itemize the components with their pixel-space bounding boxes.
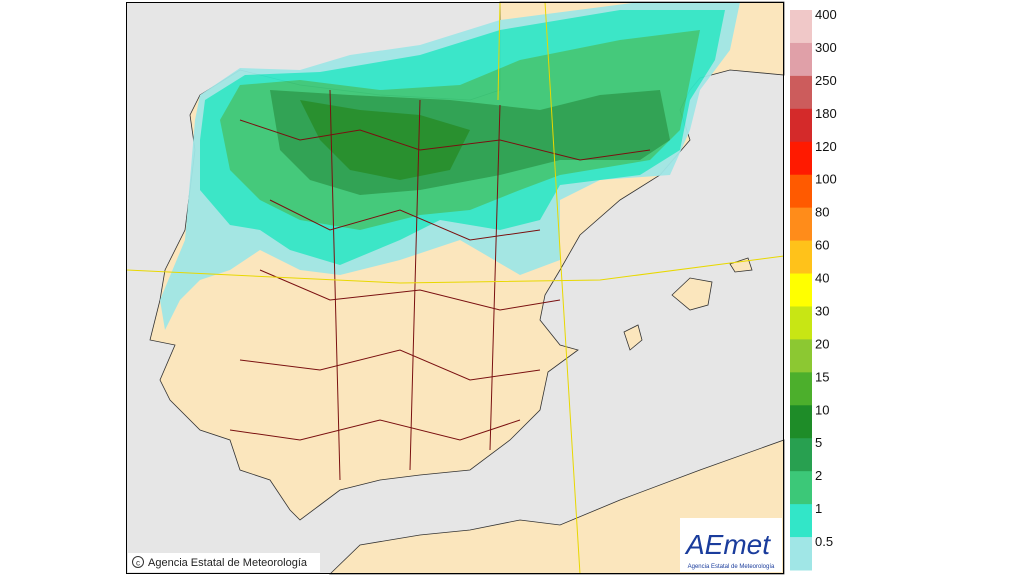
legend-label: 20 — [815, 336, 829, 351]
precip-area — [300, 100, 470, 180]
copyright-icon — [132, 556, 144, 568]
legend-swatch — [790, 273, 812, 307]
copyright-box: c Agencia Estatal de Meteorología — [128, 553, 320, 572]
legend-swatch — [790, 207, 812, 242]
legend-label: 40 — [815, 271, 829, 286]
legend-swatch — [790, 174, 812, 209]
legend-swatch — [790, 141, 812, 176]
logo-bg — [680, 518, 782, 572]
legend-label: 120 — [815, 139, 837, 154]
legend: 400 300 250 180 120 100 80 60 40 30 20 15 10 5 2 1 0.5 — [790, 7, 837, 571]
map-frame — [126, 2, 784, 574]
legend-label: 250 — [815, 73, 837, 88]
logo-name: AEmet — [684, 529, 771, 560]
legend-swatch — [790, 108, 812, 143]
ibiza — [623, 324, 643, 351]
legend-label: 30 — [815, 303, 829, 318]
logo: AEmet Agencia Estatal de Meteorología — [680, 518, 782, 572]
map — [125, 1, 785, 575]
legend-label: 2 — [815, 468, 822, 483]
copyright-text: Agencia Estatal de Meteorología — [148, 557, 308, 569]
legend-label: 400 — [815, 7, 837, 22]
legend-swatch — [790, 537, 812, 571]
legend-label: 0.5 — [815, 534, 833, 549]
copyright-icon-c: c — [136, 559, 140, 568]
menorca — [729, 257, 753, 273]
logo-subtitle: Agencia Estatal de Meteorología — [688, 564, 775, 570]
copyright-bg — [128, 553, 320, 572]
legend-swatch — [790, 42, 812, 77]
legend-label: 60 — [815, 238, 829, 253]
legend-swatch — [790, 471, 812, 505]
legend-label: 180 — [815, 106, 837, 121]
legend-swatch — [790, 438, 812, 472]
legend-swatch — [790, 75, 812, 110]
legend-swatch — [790, 240, 812, 275]
borders — [229, 89, 651, 481]
legend-label: 100 — [815, 172, 837, 187]
legend-label: 5 — [815, 435, 822, 450]
legend-swatch — [790, 339, 812, 373]
legend-label: 1 — [815, 501, 822, 516]
legend-label: 80 — [815, 205, 829, 220]
graticule — [125, 1, 785, 575]
legend-label: 300 — [815, 40, 837, 55]
legend-label: 15 — [815, 369, 829, 384]
legend-label: 10 — [815, 402, 829, 417]
legend-swatch — [790, 10, 812, 44]
precipitation — [160, 2, 740, 330]
legend-swatch — [790, 306, 812, 340]
legend-swatch — [790, 405, 812, 439]
legend-swatch — [790, 372, 812, 406]
legend-swatch — [790, 504, 812, 538]
mallorca — [671, 277, 713, 311]
